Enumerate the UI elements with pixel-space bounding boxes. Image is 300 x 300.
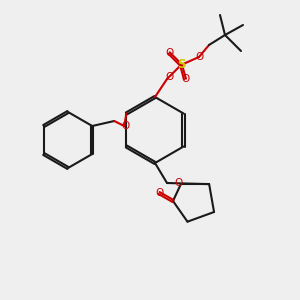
Text: O: O: [155, 188, 163, 198]
Text: O: O: [181, 74, 189, 84]
Text: O: O: [165, 48, 173, 58]
Text: O: O: [175, 178, 183, 188]
Text: O: O: [165, 72, 173, 82]
Text: O: O: [195, 52, 203, 62]
Text: S: S: [177, 58, 185, 71]
Text: O: O: [121, 121, 129, 131]
